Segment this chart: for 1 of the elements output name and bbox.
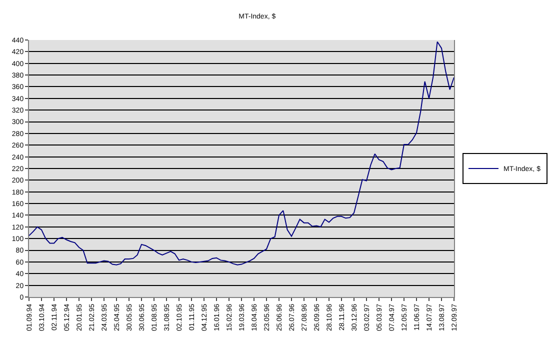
line-series [29,41,454,266]
